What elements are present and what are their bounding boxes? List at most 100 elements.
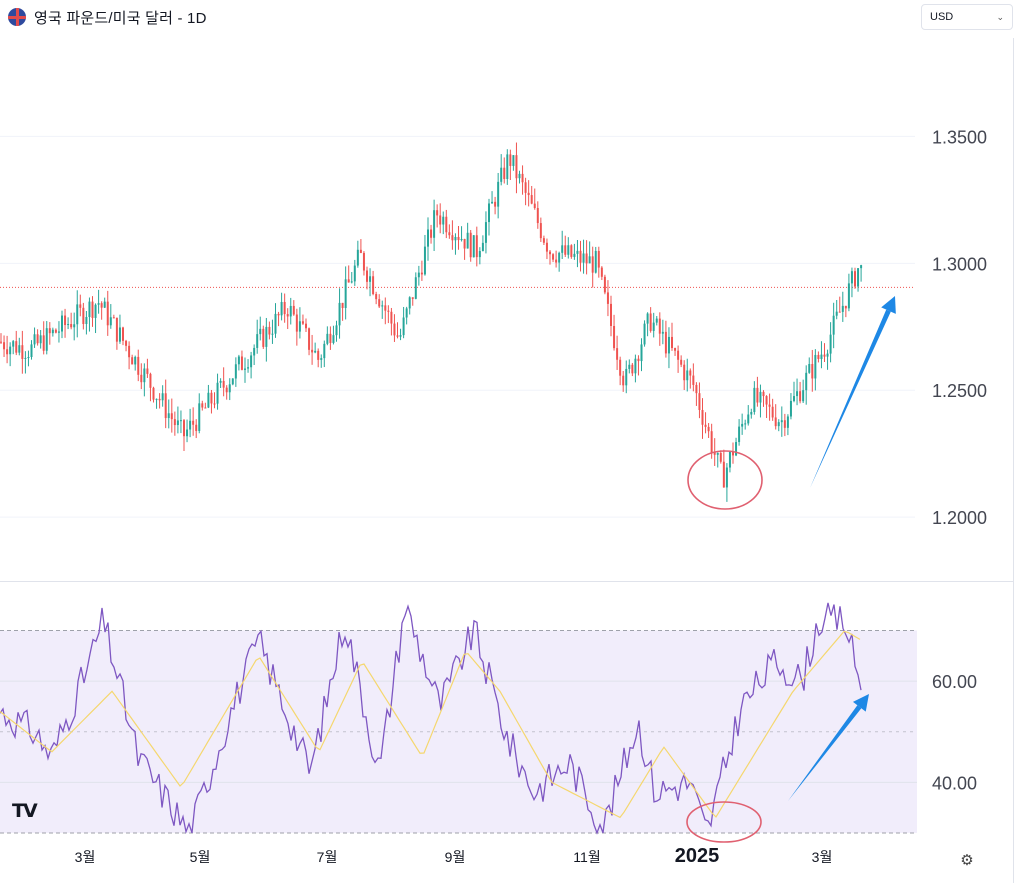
candle-body	[814, 354, 817, 379]
candle-body	[582, 253, 585, 263]
candle-body	[549, 251, 551, 255]
candle-body	[847, 283, 850, 309]
candle-body	[835, 311, 838, 316]
candle-body	[597, 250, 600, 268]
candle-body	[796, 391, 799, 397]
candle-body	[631, 364, 634, 374]
candle-body	[369, 276, 372, 282]
candle-body	[756, 387, 759, 403]
candle-body	[170, 413, 173, 420]
settings-gear-icon[interactable]: ⚙	[960, 852, 974, 869]
candle-body	[12, 341, 15, 347]
candle-body	[838, 311, 841, 313]
candle-body	[707, 426, 710, 432]
candle-body	[76, 304, 79, 325]
candle-body	[289, 305, 292, 317]
candle-body	[27, 357, 30, 359]
candle-body	[649, 313, 652, 331]
candle-body	[430, 229, 433, 238]
candle-body	[616, 348, 619, 360]
candle-body	[491, 201, 494, 204]
candle-body	[744, 423, 747, 425]
time-axis-label: 2025	[675, 845, 720, 867]
candle-body	[268, 326, 271, 335]
candle-body	[338, 302, 341, 326]
candle-body	[125, 340, 128, 346]
time-axis-label: 3월	[812, 849, 833, 865]
candle-body	[381, 305, 384, 307]
candle-body	[48, 328, 51, 334]
candle-body	[622, 375, 625, 386]
candle-body	[466, 232, 469, 249]
candle-body	[353, 265, 356, 282]
low-highlight-circle	[687, 450, 763, 510]
rsi-line	[0, 602, 862, 835]
candle-body	[854, 271, 856, 287]
candle-body	[207, 392, 210, 408]
candle-body	[445, 216, 448, 233]
time-axis-label: 3월	[75, 849, 96, 865]
candle-body	[698, 393, 701, 410]
candle-body	[79, 304, 82, 308]
candle-body	[793, 396, 795, 401]
candle-body	[725, 467, 728, 488]
candle-body	[481, 242, 484, 252]
candle-body	[414, 277, 417, 299]
candle-body	[372, 276, 375, 295]
candle-body	[97, 303, 100, 305]
rsi-axis-label: 40.00	[932, 773, 977, 793]
currency-value: USD	[930, 11, 954, 23]
candle-body	[54, 329, 57, 333]
candle-body	[311, 349, 314, 353]
candle-body	[594, 250, 597, 273]
candle-body	[216, 382, 219, 404]
candle-body	[704, 424, 707, 427]
candle-body	[399, 335, 402, 337]
candle-body	[320, 358, 323, 360]
rsi-ma-line	[0, 630, 861, 819]
candle-body	[237, 356, 240, 365]
candle-body	[402, 317, 405, 336]
candle-body	[356, 249, 359, 266]
candle-body	[600, 267, 603, 277]
candle-body	[308, 328, 311, 350]
candle-body	[802, 390, 805, 402]
candle-body	[305, 323, 307, 329]
candle-body	[780, 420, 783, 423]
time-axis-label: 9월	[445, 849, 466, 865]
candle-body	[750, 411, 753, 415]
currency-select[interactable]: USD ⌄	[921, 4, 1013, 30]
candle-body	[256, 334, 259, 348]
candle-body	[591, 256, 594, 273]
candle-body	[405, 308, 408, 318]
pane-divider[interactable]	[0, 581, 1014, 582]
candle-body	[18, 345, 21, 353]
candle-body	[131, 357, 134, 365]
candle-body	[204, 407, 207, 409]
candle-body	[344, 279, 347, 309]
candle-body	[753, 387, 756, 412]
candle-body	[527, 192, 530, 196]
candle-body	[359, 249, 362, 253]
candle-body	[448, 232, 451, 236]
candle-body	[173, 419, 176, 426]
candle-body	[167, 413, 170, 419]
rsi-low-highlight-circle	[686, 801, 762, 843]
candle-body	[777, 422, 780, 427]
candle-body	[210, 392, 213, 404]
candle-body	[164, 393, 167, 419]
candle-body	[771, 406, 774, 418]
candle-body	[735, 442, 738, 456]
candle-body	[393, 323, 396, 336]
candle-body	[244, 368, 246, 370]
candle-body	[860, 265, 863, 269]
candle-body	[658, 318, 661, 334]
candle-body	[536, 208, 539, 224]
candle-body	[140, 374, 143, 383]
candle-body	[783, 420, 786, 428]
candle-body	[15, 341, 18, 353]
candle-body	[347, 279, 350, 283]
candle-body	[64, 315, 67, 326]
candle-body	[323, 343, 326, 359]
